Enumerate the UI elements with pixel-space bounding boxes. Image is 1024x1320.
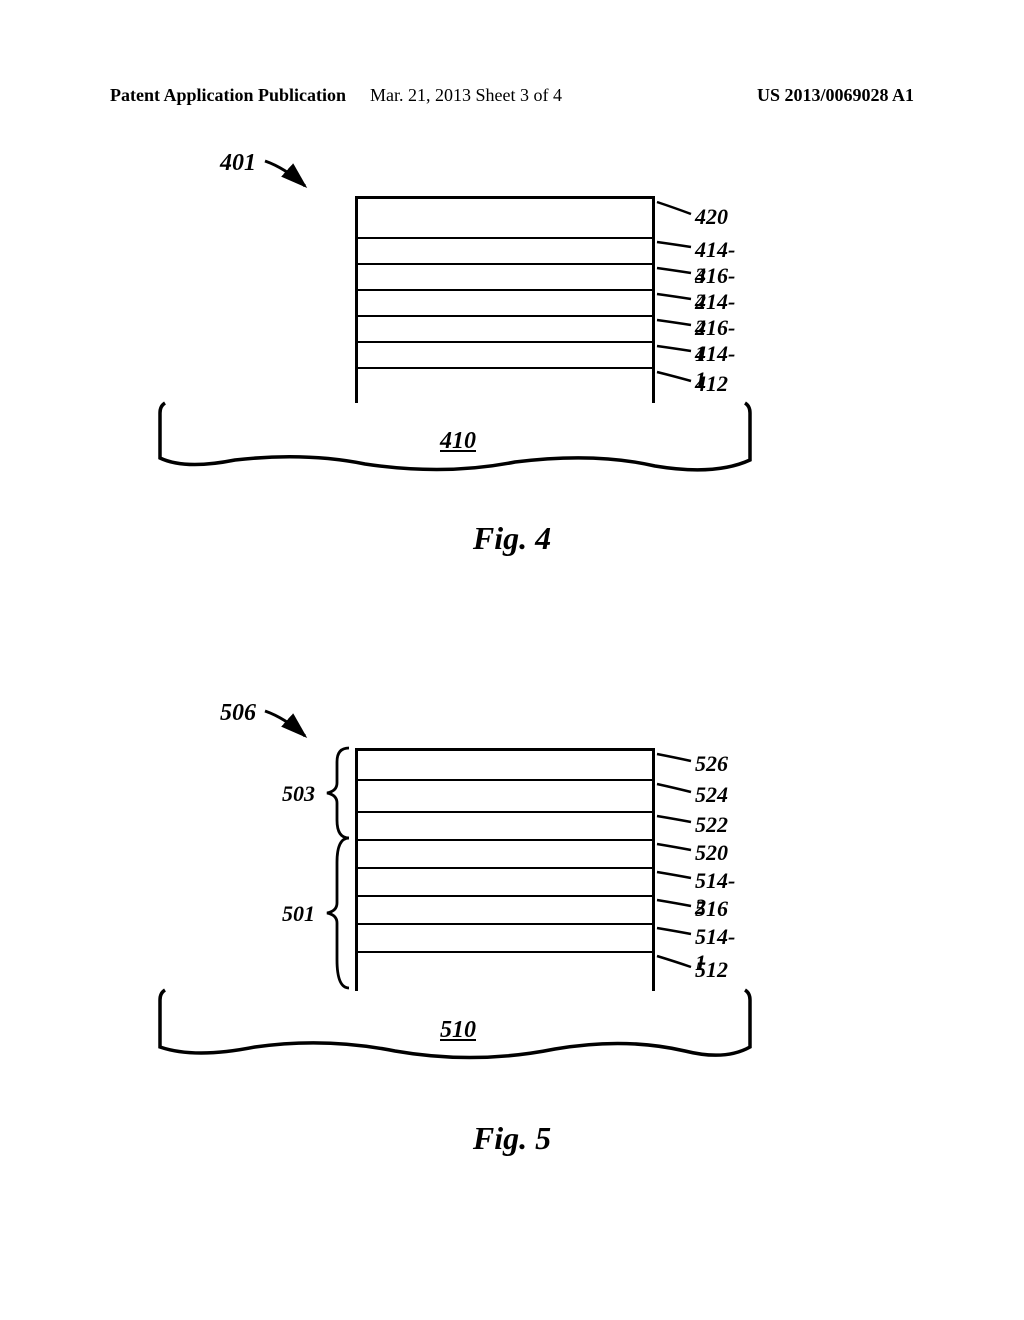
leader-label-412: 412	[695, 371, 728, 397]
fig4-caption: Fig. 4	[0, 520, 1024, 557]
ref-401-arrow	[260, 156, 320, 196]
figure-4: 401 410 420414-3416-2414-2416-1414-1412 …	[0, 150, 1024, 600]
layer-520	[358, 841, 652, 869]
layer-514-1	[358, 925, 652, 953]
brace-label-503: 503	[265, 781, 315, 807]
leader-label-524: 524	[695, 782, 728, 808]
header-mid: Mar. 21, 2013 Sheet 3 of 4	[370, 85, 562, 106]
layer-414-1	[358, 343, 652, 369]
layer-416-1	[358, 317, 652, 343]
layer-522	[358, 813, 652, 841]
fig5-caption: Fig. 5	[0, 1120, 1024, 1157]
page-header: Patent Application Publication Mar. 21, …	[0, 85, 1024, 106]
layer-414-2	[358, 291, 652, 317]
ref-506-arrow	[260, 706, 320, 746]
leader-label-512: 512	[695, 957, 728, 983]
layer-516	[358, 897, 652, 925]
brace-label-501: 501	[265, 901, 315, 927]
figure-5: 506 510 526524522520514-2516514-1512 503…	[0, 700, 1024, 1230]
header-right: US 2013/0069028 A1	[757, 85, 914, 106]
layer-524	[358, 781, 652, 813]
layer-414-3	[358, 239, 652, 265]
ref-401: 401	[220, 150, 256, 177]
header-left: Patent Application Publication	[110, 85, 346, 106]
fig5-layer-stack	[355, 748, 655, 991]
layer-416-2	[358, 265, 652, 291]
layer-514-2	[358, 869, 652, 897]
layer-526	[358, 751, 652, 781]
fig4-substrate-label: 410	[440, 428, 476, 455]
ref-506: 506	[220, 700, 256, 727]
ref-506-label: 506	[220, 700, 256, 726]
layer-420	[358, 199, 652, 239]
ref-401-label: 401	[220, 150, 256, 176]
leader-label-526: 526	[695, 751, 728, 777]
brace-503	[323, 746, 353, 840]
leader-label-420: 420	[695, 204, 728, 230]
brace-501	[323, 836, 353, 990]
fig5-substrate-label: 510	[440, 1017, 476, 1044]
fig4-layer-stack	[355, 196, 655, 403]
